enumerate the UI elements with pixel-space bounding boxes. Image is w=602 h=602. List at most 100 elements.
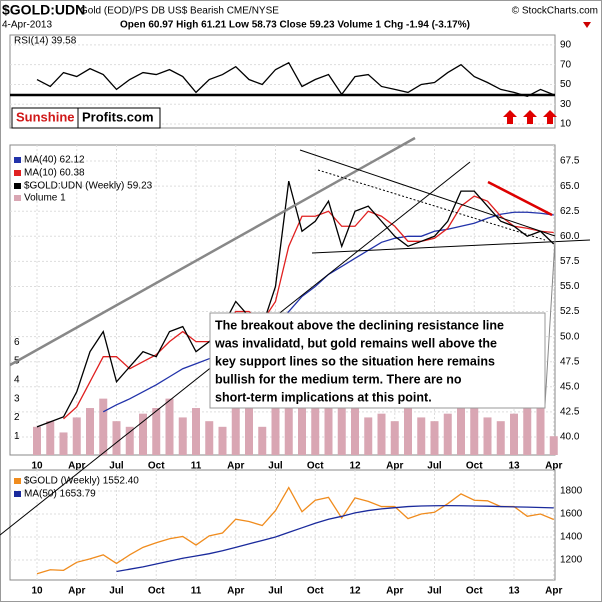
volume-bar xyxy=(457,398,465,455)
pointer-line xyxy=(544,239,556,406)
volume-bar xyxy=(33,426,41,455)
y-tick-label: 30 xyxy=(560,99,572,110)
dotted-line xyxy=(317,169,546,241)
x-tick-label: Jul xyxy=(427,586,442,597)
volume-bar xyxy=(443,413,452,455)
annotation-line: The breakout above the declining resista… xyxy=(215,318,504,332)
volume-bar xyxy=(231,398,240,455)
volume-bar xyxy=(470,408,479,455)
x-tick-label: Oct xyxy=(466,461,483,472)
date: 4-Apr-2013 xyxy=(2,20,52,31)
y2-tick-label: 3 xyxy=(14,393,20,404)
x-tick-label: Apr xyxy=(545,461,562,472)
volume-bar xyxy=(59,432,68,455)
x-tick-label: 13 xyxy=(508,461,520,472)
legend-swatch xyxy=(14,478,21,484)
volume-bar xyxy=(510,413,518,455)
x-tick-label: 12 xyxy=(349,586,361,597)
y2-tick-label: 4 xyxy=(14,374,20,385)
legend-label: MA(40) 62.12 xyxy=(24,155,85,166)
series-line xyxy=(116,504,554,573)
logo-text: Profits.com xyxy=(82,109,154,124)
logo-text: Sunshine xyxy=(16,109,75,124)
volume-bar xyxy=(178,417,187,455)
annotation-line: bullish for the medium term. There are n… xyxy=(215,372,462,386)
volume-bar xyxy=(165,398,174,455)
x-tick-label: Apr xyxy=(68,461,85,472)
arrows xyxy=(503,110,557,124)
x-tick-label: Apr xyxy=(386,461,403,472)
x-tick-label: Apr xyxy=(68,586,85,597)
legend-label: MA(50) 1653.79 xyxy=(24,489,96,500)
volume-bar xyxy=(377,413,386,455)
y-tick-label: 47.5 xyxy=(560,356,580,367)
y-tick-label: 60.0 xyxy=(560,231,580,242)
volume-bar xyxy=(536,389,545,455)
volume-bar xyxy=(72,417,81,455)
volume-bar xyxy=(523,408,532,455)
y-tick-label: 50.0 xyxy=(560,331,580,342)
y-tick-label: 1800 xyxy=(560,486,583,497)
horizontal-support xyxy=(311,239,591,254)
x-tick-label: Apr xyxy=(545,586,562,597)
x-tick-label: Oct xyxy=(148,586,165,597)
volume-bar xyxy=(218,426,227,455)
series-line xyxy=(36,486,554,575)
legend-label: $GOLD (Weekly) 1552.40 xyxy=(24,476,139,487)
logo-box xyxy=(77,107,161,129)
volume-bar xyxy=(125,426,134,455)
volume-bar xyxy=(152,408,161,455)
x-tick-label: Oct xyxy=(307,586,324,597)
x-tick-label: Jul xyxy=(268,461,283,472)
x-tick-label: Oct xyxy=(307,461,324,472)
series-line xyxy=(63,195,554,420)
red-line xyxy=(487,180,553,217)
volume-bar xyxy=(258,426,267,455)
volume-bar xyxy=(364,417,373,455)
up-arrow xyxy=(503,110,517,124)
volume-bar xyxy=(417,417,426,455)
up-arrow xyxy=(523,110,537,124)
y-tick-label: 45.0 xyxy=(560,381,580,392)
annotation: The breakout above the declining resista… xyxy=(209,312,546,409)
y-tick-label: 40.0 xyxy=(560,432,580,443)
y-tick-label: 62.5 xyxy=(560,206,580,217)
x-tick-label: Oct xyxy=(148,461,165,472)
series-line xyxy=(36,61,554,98)
volume-bar xyxy=(351,408,359,455)
volume-bar xyxy=(245,402,253,455)
volume-bar xyxy=(192,408,200,455)
volume-bar xyxy=(549,436,558,455)
x-tick-label: 13 xyxy=(508,586,520,597)
volume-bar xyxy=(496,421,505,455)
y-tick-label: 90 xyxy=(560,40,572,51)
x-tick-label: 10 xyxy=(31,461,43,472)
resistance-line xyxy=(299,149,556,237)
x-tick-label: Apr xyxy=(227,586,244,597)
x-tick-label: Jul xyxy=(109,461,124,472)
annotation-box xyxy=(209,312,546,409)
volume-bar xyxy=(112,421,121,455)
symbol: $GOLD:UDN xyxy=(2,2,85,18)
legend-label: RSI(14) 39.58 xyxy=(14,36,77,47)
y-tick-label: 42.5 xyxy=(560,407,580,418)
volume-bar xyxy=(324,402,333,455)
legend-label: MA(10) 60.38 xyxy=(24,168,85,179)
x-tick-label: Apr xyxy=(227,461,244,472)
y-tick-label: 52.5 xyxy=(560,306,580,317)
y2-tick-label: 6 xyxy=(14,337,20,348)
volume-bar xyxy=(271,408,280,455)
x-tick-label: 11 xyxy=(191,461,202,472)
annotation-line: short-term implications at this point. xyxy=(215,390,432,404)
volume-bar xyxy=(284,379,293,455)
x-tick-label: 10 xyxy=(31,586,43,597)
annotation-line: was invalidatd, but gold remains well ab… xyxy=(214,336,497,350)
x-tick-label: Jul xyxy=(427,461,442,472)
legend-swatch xyxy=(14,195,21,201)
up-arrow xyxy=(543,110,557,124)
legend-swatch xyxy=(14,491,21,497)
y2-tick-label: 2 xyxy=(14,412,20,423)
down-triangle xyxy=(583,22,591,28)
y-tick-label: 50 xyxy=(560,79,572,90)
